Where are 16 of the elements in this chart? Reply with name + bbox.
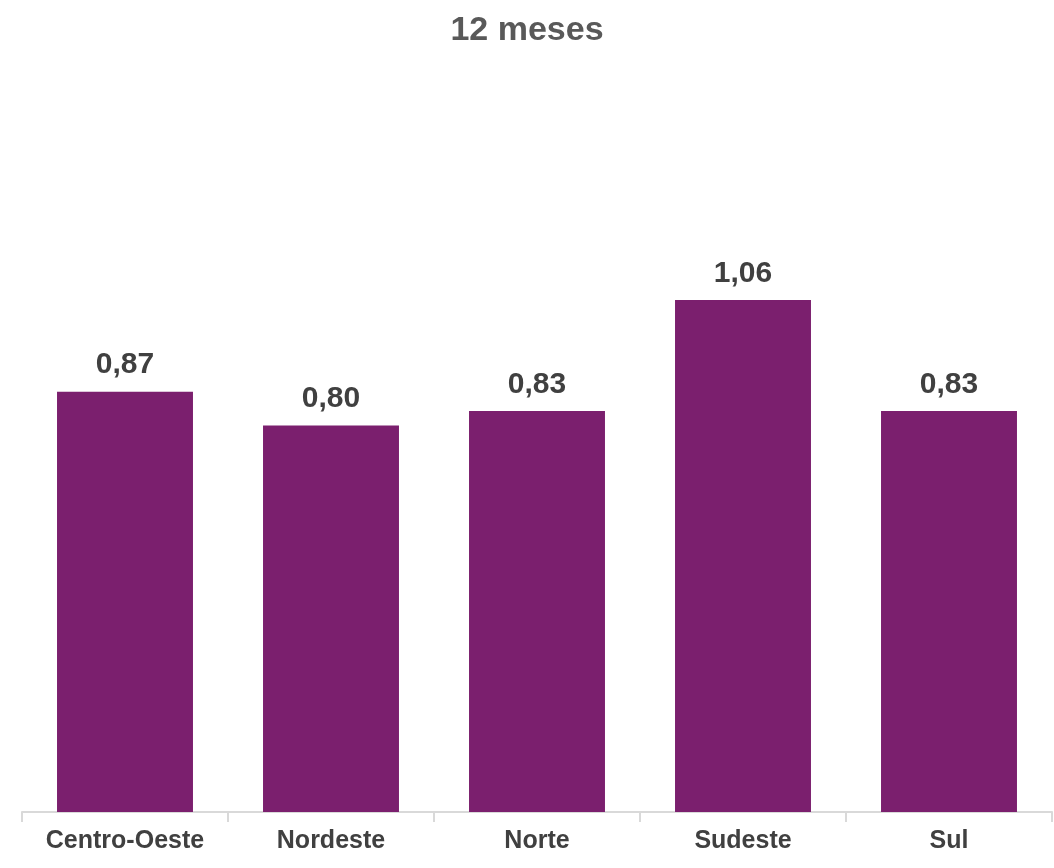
bar bbox=[469, 411, 605, 812]
x-tick-label: Sul bbox=[929, 824, 969, 853]
data-label: 0,83 bbox=[507, 365, 567, 399]
data-label: 1,06 bbox=[713, 254, 773, 288]
x-tick-label: Nordeste bbox=[276, 824, 386, 853]
bar bbox=[263, 425, 399, 812]
data-label: 0,80 bbox=[301, 380, 361, 414]
data-label: 0,87 bbox=[95, 346, 155, 380]
bar bbox=[881, 411, 1017, 812]
x-tick-label: Centro-Oeste bbox=[45, 824, 205, 853]
chart-title: 12 meses bbox=[450, 9, 604, 47]
bar bbox=[675, 300, 811, 812]
x-tick-label: Sudeste bbox=[694, 824, 792, 853]
bar bbox=[57, 391, 193, 812]
data-label: 0,83 bbox=[919, 365, 979, 399]
x-tick-label: Norte bbox=[504, 824, 570, 853]
